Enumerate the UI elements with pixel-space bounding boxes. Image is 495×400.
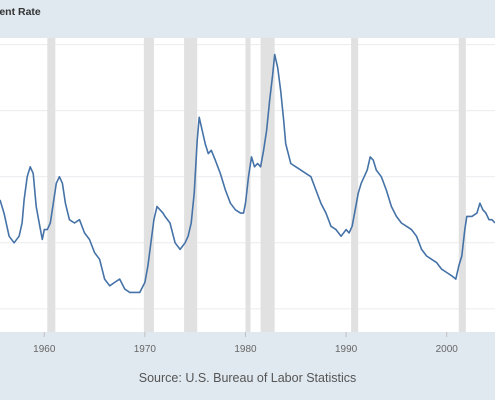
line-chart [0, 38, 495, 332]
recession-band [351, 38, 359, 332]
recession-band [143, 38, 154, 332]
recession-band [260, 38, 275, 332]
x-axis: 1960 1970 1980 1990 2000 [33, 332, 458, 355]
plot-area [0, 38, 495, 332]
recession-band [458, 38, 466, 332]
x-tick-label: 2000 [436, 344, 459, 355]
x-tick-label: 1980 [234, 344, 257, 355]
x-axis-ticks: 1960 1970 1980 1990 2000 [33, 332, 458, 355]
x-tick-label: 1960 [33, 344, 56, 355]
recession-band [184, 38, 198, 332]
x-tick-label: 1970 [134, 344, 157, 355]
recession-bands [47, 38, 466, 332]
chart-title: ment Rate [0, 6, 41, 18]
recession-band [47, 38, 56, 332]
series-layer [0, 53, 495, 294]
unemployment-rate-line [0, 53, 495, 294]
x-tick-label: 1990 [335, 344, 358, 355]
source-note: Source: U.S. Bureau of Labor Statistics [138, 371, 357, 385]
